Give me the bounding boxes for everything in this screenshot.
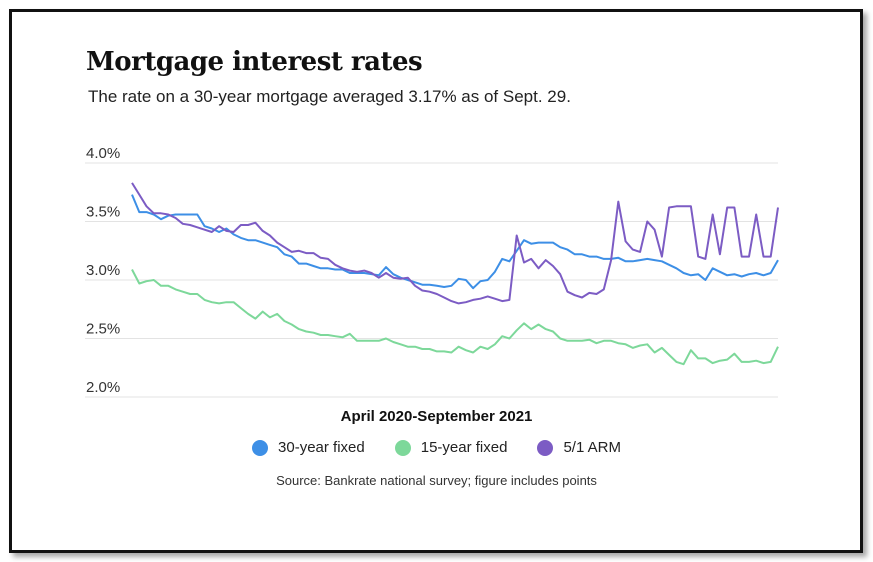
y-tick-label: 3.5%	[86, 204, 120, 221]
legend-label-30-year-fixed: 30-year fixed	[278, 439, 365, 456]
y-tick-label: 2.5%	[86, 321, 120, 338]
legend-item-5-1-arm: 5/1 ARM	[537, 439, 621, 456]
legend-item-30-year-fixed: 30-year fixed	[252, 439, 365, 456]
y-axis-ticks: 4.0% 3.5% 3.0% 2.5% 2.0%	[86, 145, 120, 396]
series-line-15-year-fixed	[131, 269, 779, 366]
legend-label-15-year-fixed: 15-year fixed	[420, 439, 508, 456]
legend-swatch-15-year-fixed	[394, 439, 411, 456]
series-line-5-1-arm	[131, 182, 779, 305]
legend-label-5-1-arm: 5/1 ARM	[563, 439, 621, 456]
legend: 30-year fixed 15-year fixed 5/1 ARM	[0, 439, 873, 456]
y-tick-label: 4.0%	[86, 145, 120, 162]
y-tick-label: 3.0%	[86, 262, 120, 279]
legend-swatch-5-1-arm	[537, 439, 554, 456]
grid-lines	[85, 162, 778, 398]
y-tick-label: 2.0%	[86, 379, 120, 396]
source-note: Source: Bankrate national survey; figure…	[276, 473, 597, 488]
legend-item-15-year-fixed: 15-year fixed	[394, 439, 508, 456]
series-line-30-year-fixed	[131, 194, 779, 290]
series-lines	[131, 182, 779, 366]
legend-swatch-30-year-fixed	[252, 439, 269, 456]
chart-title: Mortgage interest rates	[86, 47, 423, 77]
x-axis-label: April 2020-September 2021	[340, 408, 533, 425]
chart-subtitle: The rate on a 30-year mortgage averaged …	[88, 87, 571, 106]
